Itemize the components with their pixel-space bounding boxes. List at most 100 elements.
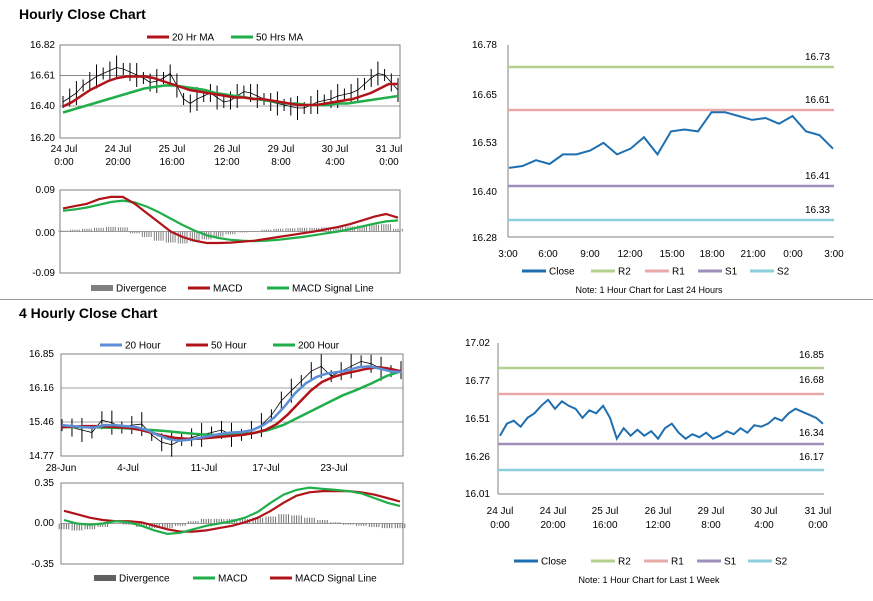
level-label-s2: 16.17	[799, 452, 824, 463]
x-tick-label: 4:00	[325, 157, 345, 168]
legend-divergence-label: Divergence	[116, 284, 167, 295]
legend-20hr-ma-label: 20 Hr MA	[172, 33, 215, 44]
hourly-price-frame	[59, 44, 401, 139]
x-tick-label: 0:00	[783, 249, 803, 260]
level-label-s2: 16.33	[805, 205, 830, 216]
legend-macd-signal-label: MACD Signal Line	[292, 284, 374, 295]
legend-s2-label: S2	[777, 267, 790, 278]
y-tick-label: -0.35	[31, 559, 54, 570]
x-tick-label: 0:00	[808, 520, 828, 531]
x-tick-label: 15:00	[659, 249, 684, 260]
macd-line	[62, 195, 399, 245]
y-tick-label: -0.09	[32, 268, 55, 279]
close-line	[499, 398, 824, 441]
level-label-r1: 16.68	[799, 375, 824, 386]
x-tick-label: 31 Jul	[376, 144, 403, 155]
x-tick-label: 9:00	[580, 249, 600, 260]
x-tick-label: 24 Jul	[51, 144, 78, 155]
x-tick-label: 30 Jul	[322, 144, 349, 155]
legend-macd-label: MACD	[213, 284, 242, 295]
x-tick-label: 31 Jul	[805, 506, 832, 517]
x-tick-label: 25 Jul	[159, 144, 186, 155]
x-tick-label: 6:00	[538, 249, 558, 260]
x-tick-label: 29 Jul	[268, 144, 295, 155]
y-tick-label: 16.16	[29, 383, 54, 394]
macd-line	[63, 486, 401, 536]
y-tick-label: 16.51	[465, 414, 490, 425]
x-tick-label: 26 Jul	[214, 144, 241, 155]
x-tick-label: 11-Jul	[191, 463, 218, 474]
y-tick-label: 17.02	[465, 338, 490, 349]
x-tick-label: 26 Jul	[645, 506, 672, 517]
legend-r2-label: R2	[618, 557, 631, 568]
y-tick-label: 16.77	[465, 376, 490, 387]
ma50-line	[62, 84, 399, 114]
x-tick-label: 24 Jul	[487, 506, 514, 517]
x-tick-label: 0:00	[54, 157, 74, 168]
chart-note: Note: 1 Hour Chart for Last 24 Hours	[575, 285, 723, 295]
legend-macd-label: MACD	[218, 574, 247, 585]
legend-50-hour-label: 50 Hour	[211, 341, 247, 352]
close-line	[508, 111, 834, 169]
chart-note: Note: 1 Hour Chart for Last 1 Week	[579, 575, 720, 585]
y-tick-label: 16.28	[472, 233, 497, 244]
y-tick-label: 16.26	[465, 452, 490, 463]
section-divider	[0, 299, 873, 300]
x-tick-label: 23-Jul	[320, 463, 347, 474]
x-tick-label: 3:00	[824, 249, 844, 260]
x-tick-label: 4:00	[754, 520, 774, 531]
x-tick-label: 0:00	[379, 157, 399, 168]
4hourly-price-frame	[60, 353, 404, 457]
y-tick-label: 0.00	[35, 518, 55, 529]
x-tick-label: 3:00	[498, 249, 518, 260]
x-tick-label: 12:00	[645, 520, 670, 531]
x-tick-label: 12:00	[617, 249, 642, 260]
x-tick-label: 8:00	[271, 157, 291, 168]
legend-r1-label: R1	[672, 267, 685, 278]
x-tick-label: 24 Jul	[540, 506, 567, 517]
y-tick-label: 0.00	[36, 228, 56, 239]
y-tick-label: 0.09	[36, 185, 56, 196]
legend-s1-label: S1	[724, 557, 737, 568]
x-tick-label: 30 Jul	[751, 506, 778, 517]
x-tick-label: 28-Jun	[46, 463, 77, 474]
legend-r1-label: R1	[671, 557, 684, 568]
x-tick-label: 8:00	[701, 520, 721, 531]
x-tick-label: 16:00	[159, 157, 184, 168]
legend-200-hour-label: 200 Hour	[298, 341, 340, 352]
x-tick-label: 18:00	[699, 249, 724, 260]
legend-macd-signal-label: MACD Signal Line	[295, 574, 377, 585]
legend-close-label: Close	[549, 267, 575, 278]
signal-line	[63, 490, 401, 533]
y-tick-label: 16.61	[30, 70, 55, 81]
x-tick-label: 20:00	[540, 520, 565, 531]
y-tick-label: 16.20	[30, 133, 55, 144]
price-candle-line	[62, 67, 399, 109]
level-label-s1: 16.41	[805, 171, 830, 182]
signal-line	[62, 199, 399, 243]
y-tick-label: 16.78	[472, 40, 497, 51]
x-tick-label: 20:00	[105, 157, 130, 168]
section-title-4hourly: 4 Hourly Close Chart	[19, 305, 158, 321]
y-tick-label: 0.35	[35, 478, 55, 489]
y-tick-label: 16.40	[472, 187, 497, 198]
x-tick-label: 24 Jul	[105, 144, 132, 155]
legend-r2-label: R2	[618, 267, 631, 278]
legend-50hrs-ma-label: 50 Hrs MA	[256, 33, 304, 44]
level-label-r2: 16.73	[805, 52, 830, 63]
y-tick-label: 16.65	[472, 90, 497, 101]
legend-divergence-label: Divergence	[119, 574, 170, 585]
x-tick-label: 16:00	[592, 520, 617, 531]
x-tick-label: 21:00	[740, 249, 765, 260]
y-tick-label: 16.40	[30, 101, 55, 112]
ma20-line	[62, 75, 398, 108]
y-tick-label: 16.01	[465, 489, 490, 500]
level-label-r2: 16.85	[799, 350, 824, 361]
legend-s1-label: S1	[725, 267, 738, 278]
level-label-s1: 16.34	[799, 428, 824, 439]
y-tick-label: 16.85	[29, 349, 54, 360]
section-title-hourly: Hourly Close Chart	[19, 6, 146, 22]
ma50h-line	[61, 365, 402, 441]
x-tick-label: 29 Jul	[698, 506, 725, 517]
